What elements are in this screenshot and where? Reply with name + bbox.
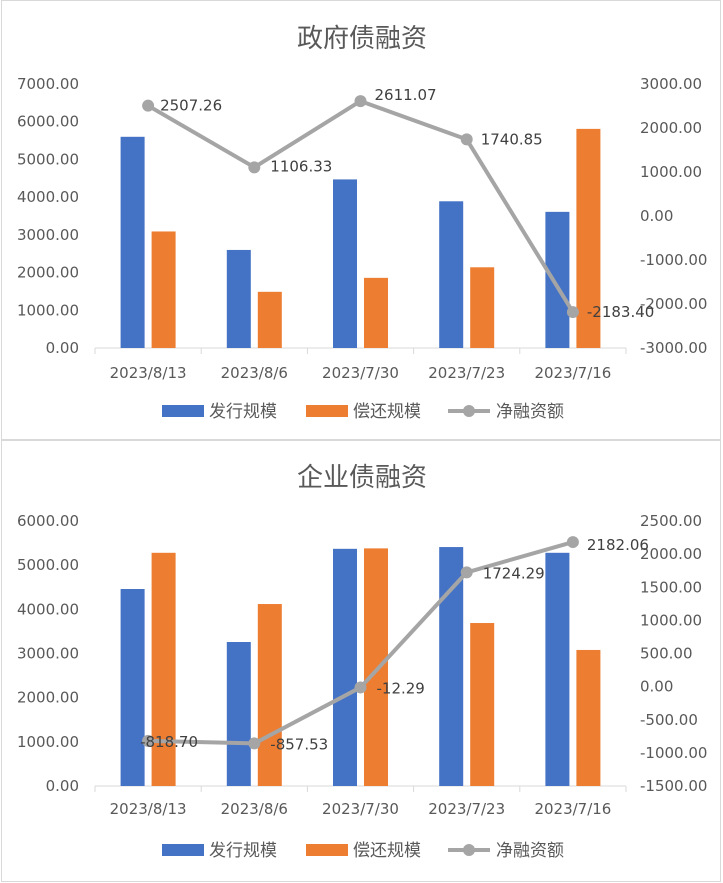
category-label: 2023/7/30 <box>322 364 399 382</box>
net-financing-data-label: -818.70 <box>140 733 198 751</box>
corporate-bond-chart: 企业债融资 6000.00 5000.00 4000.00 3000.00 2000.00… <box>17 463 707 861</box>
repayment-bar <box>257 604 282 786</box>
right-axis-tick-label: -1000.00 <box>640 251 707 269</box>
legend-net-label: 净融资额 <box>496 841 564 861</box>
left-axis-tick-label: 2000.00 <box>17 689 79 707</box>
right-axis-tick-label: -2000.00 <box>640 295 707 313</box>
legend-repayment-swatch <box>306 844 348 856</box>
net-financing-data-label: -857.53 <box>270 735 328 753</box>
net-financing-data-label: 2182.06 <box>587 536 649 554</box>
net-financing-data-label: 2611.07 <box>375 86 437 104</box>
left-axis-tick-label: 1000.00 <box>17 733 79 751</box>
legend-repayment-label: 偿还规模 <box>353 841 421 861</box>
left-axis-tick-label: 1000.00 <box>17 301 79 319</box>
left-axis-tick-label: 5000.00 <box>17 150 79 168</box>
issuance-bar <box>120 136 145 348</box>
legend-net-marker <box>463 844 475 856</box>
repayment-bar <box>364 277 388 348</box>
left-axis-tick-label: 6000.00 <box>17 113 79 131</box>
right-axis-tick-label: 0.00 <box>640 207 673 225</box>
right-axis-tick-label: -1500.00 <box>640 777 707 795</box>
category-label: 2023/7/23 <box>428 364 505 382</box>
category-label: 2023/7/23 <box>428 800 505 818</box>
right-axis-tick-label: 1000.00 <box>640 611 702 629</box>
left-axis-tick-label: 3000.00 <box>17 226 79 244</box>
repayment-bar <box>576 128 601 348</box>
issuance-bar <box>226 249 251 348</box>
left-axis-tick-label: 2000.00 <box>17 264 79 282</box>
net-financing-data-label: -2183.40 <box>587 303 654 321</box>
category-label: 2023/7/16 <box>534 364 611 382</box>
right-axis-tick-label: 1500.00 <box>640 578 702 596</box>
repayment-bar <box>151 231 176 348</box>
issuance-bar <box>333 179 357 348</box>
net-financing-point <box>354 95 367 108</box>
corporate-bond-chart-panel: 企业债融资 6000.00 5000.00 4000.00 3000.00 2000.00… <box>1 440 721 882</box>
left-axis-tick-label: 0.00 <box>46 777 79 795</box>
issuance-bar <box>439 201 464 348</box>
issuance-bar <box>545 552 570 786</box>
repayment-bar <box>470 623 495 786</box>
net-financing-data-label: 1724.29 <box>483 564 545 582</box>
legend-issuance-swatch <box>162 844 204 856</box>
net-financing-data-label: 1740.85 <box>481 130 543 148</box>
net-financing-point <box>460 566 473 579</box>
left-axis-tick-label: 7000.00 <box>17 75 79 93</box>
issuance-bar <box>120 589 145 786</box>
category-label: 2023/7/30 <box>322 800 399 818</box>
right-axis-tick-label: 0.00 <box>640 678 673 696</box>
repayment-bar <box>257 291 282 348</box>
left-axis-tick-label: 3000.00 <box>17 645 79 663</box>
category-label: 2023/8/6 <box>221 800 288 818</box>
category-label: 2023/7/16 <box>534 800 611 818</box>
repayment-bar <box>576 649 601 786</box>
right-axis-tick-label: -500.00 <box>640 711 698 729</box>
legend-net-label: 净融资额 <box>496 402 564 422</box>
legend-issuance-label: 发行规模 <box>209 841 277 861</box>
government-bond-chart: 政府债融资 7000.00 6000.00 5000.00 4000.00 3000.00… <box>17 24 707 422</box>
repayment-bar <box>151 552 176 786</box>
right-axis-tick-label: 2500.00 <box>640 512 702 530</box>
repayment-bar <box>364 548 388 786</box>
right-axis-tick-label: 2000.00 <box>640 545 702 563</box>
issuance-bar <box>226 642 251 786</box>
right-axis-tick-label: 500.00 <box>640 645 693 663</box>
category-label: 2023/8/13 <box>110 364 187 382</box>
right-axis-tick-label: 1000.00 <box>640 163 702 181</box>
left-axis-tick-label: 0.00 <box>46 339 79 357</box>
net-financing-data-label: 2507.26 <box>160 97 222 115</box>
legend-issuance-swatch <box>162 405 204 417</box>
chart-title: 企业债融资 <box>297 463 427 493</box>
right-axis-tick-label: 3000.00 <box>640 75 702 93</box>
net-financing-point <box>566 536 579 549</box>
legend-repayment-label: 偿还规模 <box>353 402 421 422</box>
net-financing-point <box>248 737 261 750</box>
net-financing-point <box>566 306 579 319</box>
left-axis-tick-label: 4000.00 <box>17 600 79 618</box>
category-label: 2023/8/6 <box>221 364 288 382</box>
net-financing-data-label: 1106.33 <box>270 157 332 175</box>
right-axis-tick-label: -1000.00 <box>640 744 707 762</box>
government-bond-chart-panel: 政府债融资 7000.00 6000.00 5000.00 4000.00 3000.00… <box>1 0 721 440</box>
legend-repayment-swatch <box>306 405 348 417</box>
issuance-bar <box>333 548 357 786</box>
chart-title: 政府债融资 <box>297 24 427 54</box>
legend-net-marker <box>463 405 475 417</box>
left-axis-tick-label: 6000.00 <box>17 512 79 530</box>
left-axis-tick-label: 5000.00 <box>17 556 79 574</box>
issuance-bar <box>545 211 570 348</box>
right-axis-tick-label: 2000.00 <box>640 119 702 137</box>
net-financing-point <box>142 734 155 747</box>
net-financing-point <box>354 681 367 694</box>
net-financing-data-label: -12.29 <box>377 679 425 697</box>
net-financing-point <box>460 133 473 146</box>
net-financing-point <box>142 99 155 112</box>
left-axis-tick-label: 4000.00 <box>17 188 79 206</box>
legend-issuance-label: 发行规模 <box>209 402 277 422</box>
right-axis-tick-label: -3000.00 <box>640 339 707 357</box>
net-financing-point <box>248 161 261 174</box>
category-label: 2023/8/13 <box>110 800 187 818</box>
repayment-bar <box>470 267 495 348</box>
